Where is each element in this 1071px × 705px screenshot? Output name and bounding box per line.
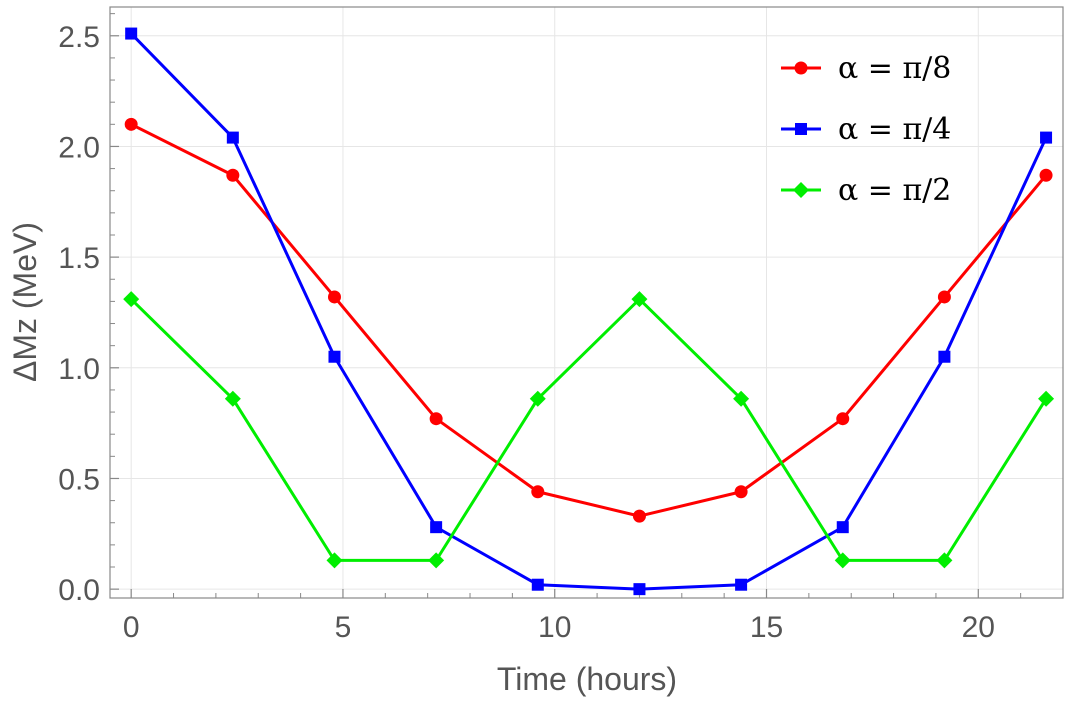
data-point [836, 412, 850, 426]
x-tick-label: 20 [962, 611, 995, 644]
data-point [735, 578, 748, 591]
y-tick-label: 2.0 [58, 131, 100, 164]
y-tick-label: 1.0 [58, 353, 100, 386]
legend-label: α = π/2 [838, 173, 951, 208]
data-point [326, 552, 343, 569]
data-point [938, 350, 951, 363]
legend-marker [795, 123, 807, 135]
legend: α = π/8 α = π/4 α = π/2 [781, 51, 951, 208]
y-axis-title: ΔMz (MeV) [7, 222, 43, 382]
series-line [130, 122, 1048, 518]
plot-frame [109, 6, 1064, 599]
legend-item: α = π/4 [781, 112, 951, 147]
data-point [531, 485, 545, 499]
data-point [734, 485, 748, 499]
data-point [733, 390, 750, 407]
y-tick-label: 1.5 [58, 242, 100, 275]
data-point [327, 290, 341, 304]
x-tick-label: 0 [123, 611, 140, 644]
data-point [328, 350, 341, 363]
series-line [130, 32, 1048, 591]
data-point [226, 168, 240, 182]
y-tick-label: 2.5 [58, 21, 100, 54]
data-point [428, 552, 445, 569]
y-tick-label: 0.5 [58, 463, 100, 496]
data-point [936, 552, 953, 569]
y-tick-labels: 0.0 0.5 1.0 1.5 2.0 2.5 [58, 21, 100, 607]
x-tick-label: 10 [538, 611, 571, 644]
legend-label: α = π/4 [838, 112, 951, 147]
axis-ticks [110, 13, 1064, 598]
legend-marker [794, 61, 808, 75]
x-tick-labels: 0 5 10 15 20 [123, 611, 995, 644]
grid [110, 7, 1063, 598]
series-3 [123, 291, 1055, 569]
data-point [1040, 131, 1053, 144]
data-point [124, 117, 138, 131]
series-line [130, 297, 1048, 562]
data-point [224, 390, 241, 407]
legend-item: α = π/2 [781, 173, 951, 208]
data-point [125, 27, 138, 40]
series-1 [124, 117, 1053, 523]
legend-marker [793, 182, 809, 198]
y-tick-label: 0.0 [58, 574, 100, 607]
data-point [531, 578, 544, 591]
x-axis-title: Time (hours) [497, 661, 677, 697]
data-point [123, 291, 140, 308]
data-point [937, 290, 951, 304]
data-point [430, 521, 443, 534]
data-point [226, 131, 239, 144]
data-point [633, 583, 646, 596]
data-point [1039, 168, 1053, 182]
data-point [631, 291, 648, 308]
data-point [834, 552, 851, 569]
data-point [836, 521, 849, 534]
data-point [1038, 390, 1055, 407]
data-point [429, 412, 443, 426]
legend-label: α = π/8 [838, 51, 951, 86]
x-tick-label: 5 [335, 611, 352, 644]
series-lines [123, 27, 1055, 596]
x-tick-label: 15 [750, 611, 783, 644]
series-2 [125, 27, 1053, 596]
data-point [632, 509, 646, 523]
legend-item: α = π/8 [781, 51, 951, 86]
data-point [529, 390, 546, 407]
